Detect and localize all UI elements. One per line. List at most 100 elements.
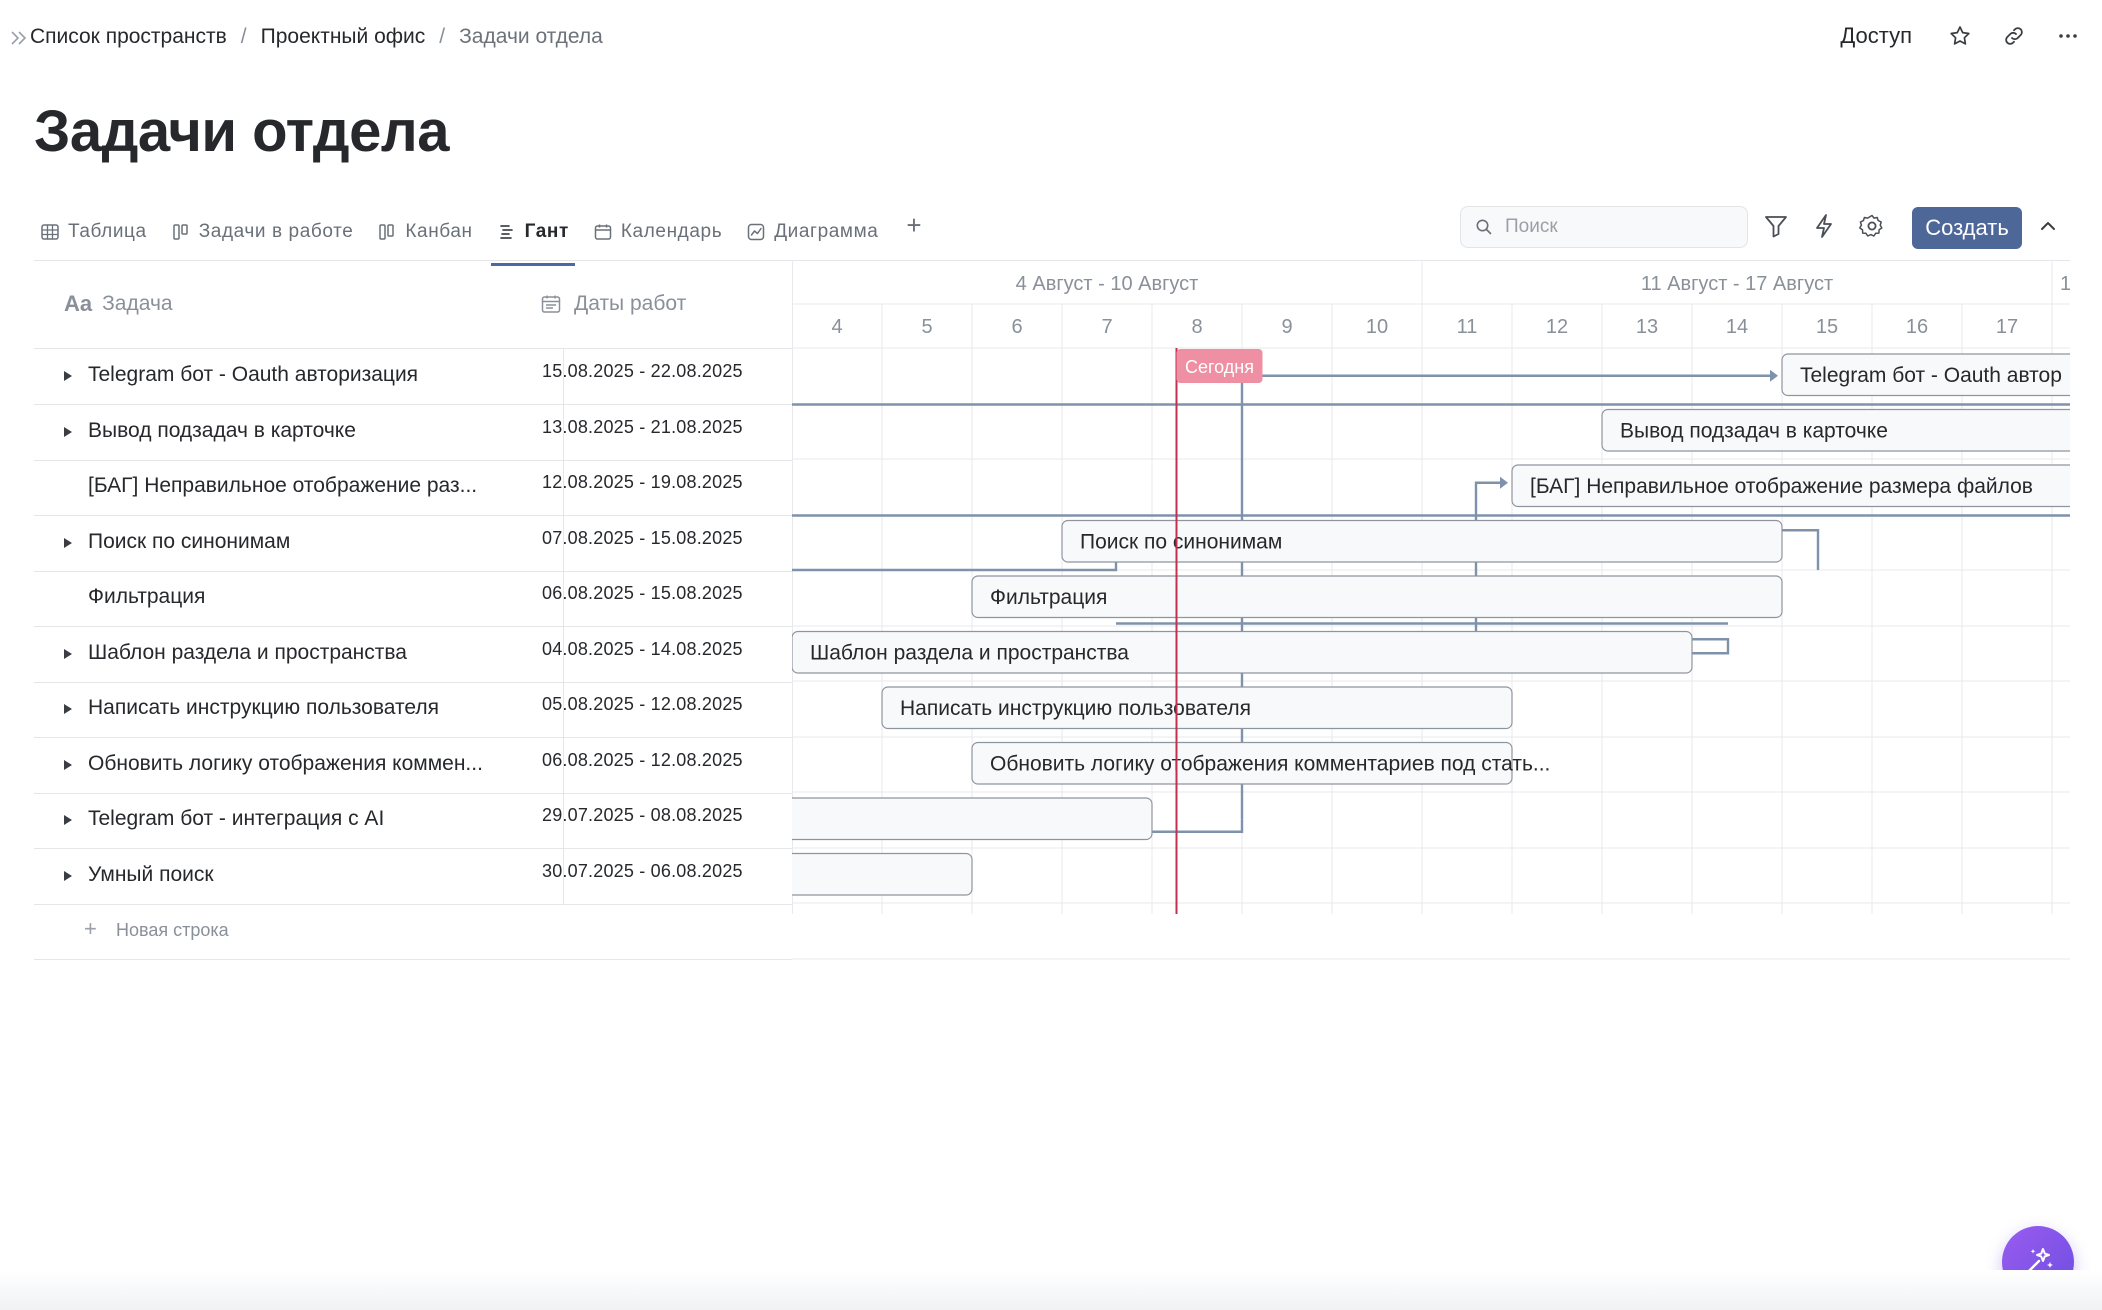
gantt-bar[interactable] — [881, 686, 1513, 730]
view-tabs: Таблица Задачи в работе Канбан Гант Кале… — [40, 208, 922, 266]
task-name[interactable]: Шаблон раздела и пространства — [88, 641, 407, 664]
new-row-label: Новая строка — [116, 920, 229, 940]
gantt-bar[interactable] — [971, 741, 1513, 785]
task-name[interactable]: Вывод подзадач в карточке — [88, 419, 356, 442]
task-name[interactable]: Умный поиск — [88, 863, 214, 886]
task-dates[interactable]: 29.07.2025 - 08.08.2025 — [542, 805, 743, 825]
gantt-bar[interactable] — [1061, 519, 1783, 563]
tab-label: Календарь — [620, 221, 723, 242]
tab-gantt[interactable]: Гант — [490, 208, 576, 266]
task-name[interactable]: Telegram бот - интеграция с AI — [88, 807, 385, 830]
access-button[interactable]: Доступ — [1832, 23, 1920, 49]
expand-caret-icon[interactable] — [64, 704, 72, 714]
task-dates[interactable]: 06.08.2025 - 12.08.2025 — [542, 750, 743, 770]
today-marker: Сегодня — [1175, 348, 1263, 914]
tab-label: Канбан — [405, 221, 473, 242]
task-dates[interactable]: 05.08.2025 - 12.08.2025 — [542, 694, 743, 714]
gantt-bar[interactable] — [792, 797, 1153, 841]
task-dates[interactable]: 13.08.2025 - 21.08.2025 — [542, 417, 743, 437]
dependency-arrow — [1500, 476, 1508, 489]
gantt-bar-label: [БАГ] Неправильное отображение размера ф… — [1530, 475, 2033, 498]
day-label: 6 — [1011, 316, 1022, 338]
gantt-icon — [497, 222, 517, 242]
day-label: 14 — [1726, 316, 1748, 338]
gantt-bar-label: Написать инструкцию пользователя — [900, 697, 1251, 720]
task-dates[interactable]: 12.08.2025 - 19.08.2025 — [542, 472, 743, 492]
day-label: 8 — [1191, 316, 1202, 338]
today-badge — [1176, 349, 1263, 383]
expand-caret-icon[interactable] — [64, 871, 72, 881]
settings-icon[interactable] — [1858, 212, 1886, 240]
day-label: 7 — [1101, 316, 1112, 338]
dependency-line — [1782, 529, 1820, 570]
gantt-bar[interactable] — [792, 630, 1693, 674]
lightning-icon[interactable] — [1810, 212, 1838, 240]
tab-kanban[interactable]: Канбан — [377, 208, 472, 252]
gantt-bars: Telegram бот - Oauth автор Вывод подзадач… — [792, 353, 2070, 896]
board-icon — [171, 222, 191, 242]
tab-tasks-in-progress[interactable]: Задачи в работе — [171, 208, 354, 252]
new-row-button[interactable]: + Новая строка — [34, 904, 792, 960]
search-icon — [1475, 218, 1493, 236]
expand-caret-icon[interactable] — [64, 427, 72, 437]
task-name[interactable]: Telegram бот - Oauth авторизация — [88, 363, 419, 386]
gantt-bar[interactable] — [1511, 464, 2070, 508]
star-icon[interactable] — [1946, 22, 1974, 50]
header-divider — [34, 348, 792, 349]
create-button[interactable]: Создать — [1912, 207, 2022, 249]
table-row[interactable]: [БАГ] Неправильное отображение раз... 12… — [34, 460, 792, 516]
header-actions: Доступ — [1832, 18, 2082, 54]
dependency-line — [1474, 481, 1504, 644]
day-label: 16 — [1906, 316, 1928, 338]
dependency-line — [792, 562, 1118, 572]
week-label: 11 Август - 17 Август — [1641, 273, 1833, 295]
table-row[interactable]: Telegram бот - интеграция с AI 29.07.202… — [34, 793, 792, 849]
task-dates[interactable]: 15.08.2025 - 22.08.2025 — [542, 361, 743, 381]
expand-caret-icon[interactable] — [64, 538, 72, 548]
tab-chart[interactable]: Диаграмма — [746, 208, 878, 252]
table-row[interactable]: Фильтрация 06.08.2025 - 15.08.2025 — [34, 571, 792, 627]
filter-icon[interactable] — [1762, 212, 1790, 240]
task-dates[interactable]: 06.08.2025 - 15.08.2025 — [542, 583, 743, 603]
breadcrumb-item-project-office[interactable]: Проектный офис — [260, 25, 426, 48]
expand-caret-icon[interactable] — [64, 371, 72, 381]
table-row[interactable]: Поиск по синонимам 07.08.2025 - 15.08.20… — [34, 516, 792, 572]
task-name[interactable]: [БАГ] Неправильное отображение раз... — [88, 474, 478, 497]
task-dates[interactable]: 07.08.2025 - 15.08.2025 — [542, 528, 743, 548]
link-icon[interactable] — [2000, 22, 2028, 50]
chevron-up-icon[interactable] — [2036, 214, 2060, 238]
day-label: 12 — [1546, 316, 1568, 338]
column-header-dates[interactable]: Даты работ — [540, 260, 686, 348]
search-input[interactable] — [1503, 215, 1737, 239]
table-row[interactable]: Умный поиск 30.07.2025 - 06.08.2025 — [34, 849, 792, 905]
tab-calendar[interactable]: Календарь — [593, 208, 722, 252]
table-row[interactable]: Обновить логику отображения коммен... 06… — [34, 738, 792, 794]
day-label: 17 — [1996, 316, 2018, 338]
gantt-bar[interactable] — [1601, 408, 2070, 452]
task-dates[interactable]: 30.07.2025 - 06.08.2025 — [542, 861, 743, 881]
table-row[interactable]: Шаблон раздела и пространства 04.08.2025… — [34, 627, 792, 683]
gantt-bar[interactable] — [792, 852, 973, 896]
table-row[interactable]: Написать инструкцию пользователя 05.08.2… — [34, 682, 792, 738]
expand-caret-icon[interactable] — [64, 815, 72, 825]
table-row[interactable]: Вывод подзадач в карточке 13.08.2025 - 2… — [34, 405, 792, 461]
breadcrumb-item-spaces[interactable]: Список пространств — [30, 25, 227, 48]
column-header-label: Задача — [102, 292, 173, 315]
gantt-bar[interactable] — [1781, 353, 2070, 397]
page-title: Задачи отдела — [34, 99, 449, 164]
kanban-icon — [377, 222, 397, 242]
task-dates[interactable]: 04.08.2025 - 14.08.2025 — [542, 639, 743, 659]
task-name[interactable]: Поиск по синонимам — [88, 530, 291, 553]
task-name[interactable]: Фильтрация — [88, 585, 206, 608]
table-row[interactable]: Telegram бот - Oauth авторизация 15.08.2… — [34, 349, 792, 405]
column-header-task[interactable]: Aa Задача — [64, 260, 173, 348]
expand-sidebar-icon[interactable] — [8, 26, 32, 50]
expand-caret-icon[interactable] — [64, 649, 72, 659]
add-view-button[interactable]: + — [906, 210, 922, 240]
task-name[interactable]: Написать инструкцию пользователя — [88, 696, 439, 719]
more-icon[interactable] — [2054, 22, 2082, 50]
expand-caret-icon[interactable] — [64, 760, 72, 770]
gantt-bar[interactable] — [971, 575, 1783, 619]
task-name[interactable]: Обновить логику отображения коммен... — [88, 752, 483, 775]
tab-table[interactable]: Таблица — [40, 208, 147, 252]
